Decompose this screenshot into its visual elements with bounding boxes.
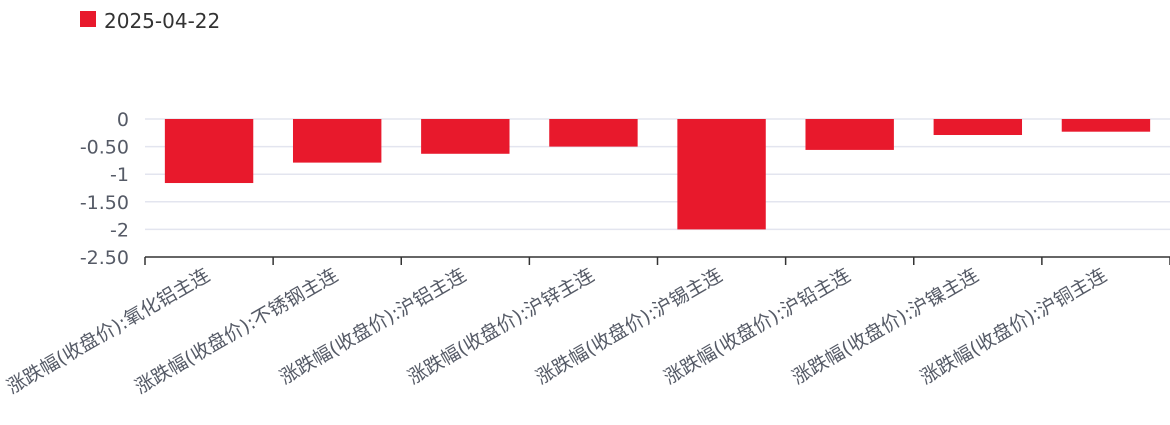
- y-tick-label: -0.50: [80, 137, 129, 159]
- bars: [164, 119, 1151, 230]
- legend-swatch: [80, 11, 96, 27]
- legend-label-series-0: 2025-04-22: [104, 9, 220, 33]
- bar[interactable]: [549, 119, 638, 147]
- x-category-label: 涨跌幅(收盘价):氧化铝主连: [3, 264, 213, 398]
- y-tick-label: -2: [110, 219, 129, 241]
- bar[interactable]: [292, 119, 382, 163]
- bar[interactable]: [1061, 119, 1151, 132]
- x-axis-category-labels: 涨跌幅(收盘价):氧化铝主连涨跌幅(收盘价):不锈钢主连涨跌幅(收盘价):沪铝主…: [3, 264, 1110, 398]
- bar[interactable]: [421, 119, 510, 154]
- bar[interactable]: [677, 119, 766, 230]
- bar[interactable]: [805, 119, 894, 150]
- y-tick-label: 0: [117, 109, 129, 131]
- y-axis-tick-labels: 0 -0.50 -1 -1.50 -2 -2.50: [80, 109, 129, 269]
- y-tick-label: -2.50: [80, 247, 129, 269]
- x-axis-ticks: [144, 257, 1170, 265]
- y-tick-label: -1: [110, 164, 129, 186]
- y-tick-label: -1.50: [80, 192, 129, 214]
- x-category-label: 涨跌幅(收盘价):不锈钢主连: [131, 264, 341, 398]
- bar[interactable]: [933, 119, 1023, 136]
- legend[interactable]: 2025-04-22: [80, 9, 220, 33]
- bar[interactable]: [164, 119, 254, 184]
